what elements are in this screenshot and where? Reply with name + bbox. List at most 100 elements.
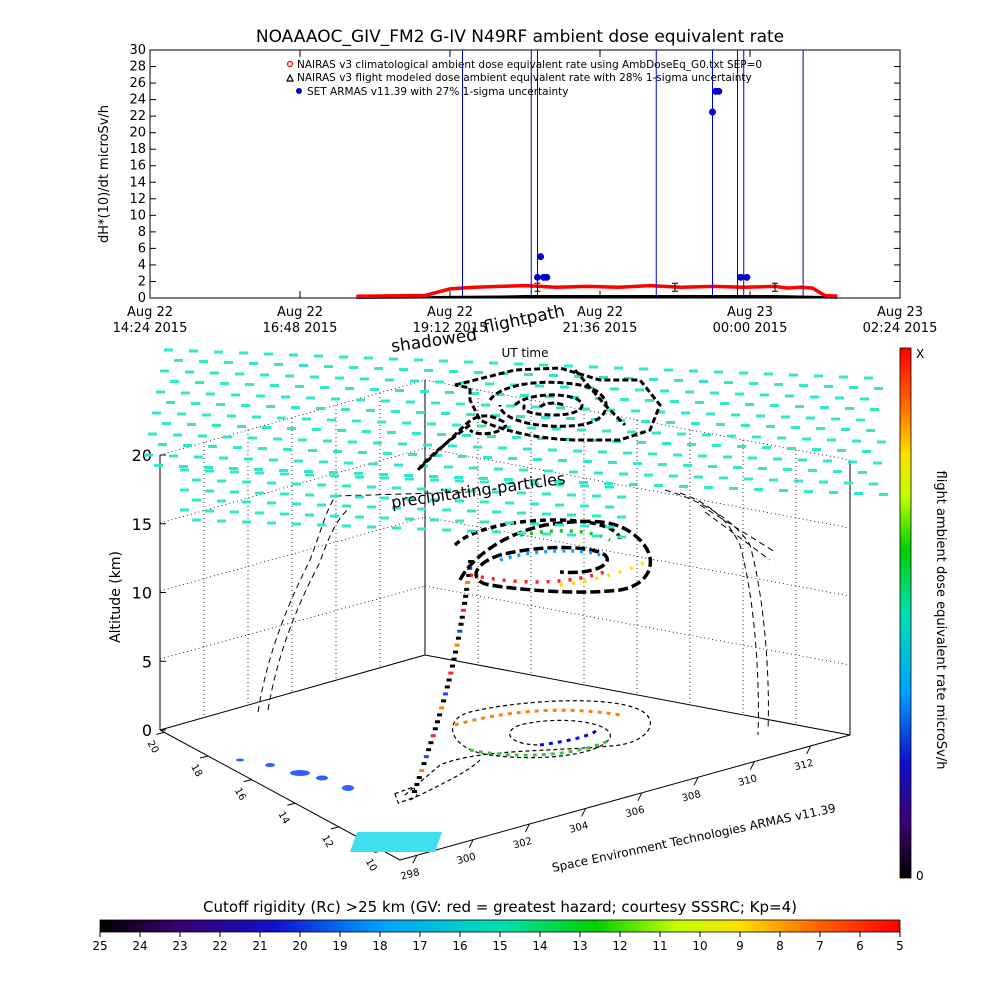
x-tick-label-time: 16:48 2015 [263,321,338,336]
rigidity-tick-label: 16 [452,939,467,953]
climb-point [421,762,427,766]
rigidity-tick-label: 24 [132,939,147,953]
latitude-tick [243,779,252,783]
longitude-tick [693,776,699,786]
rigidity-tick-label: 23 [172,939,187,953]
z-axis-ticks: 0 5 10 15 20 [132,446,166,740]
climb-point [468,560,474,563]
climb-point [441,699,447,703]
ground-track-colored [454,708,621,757]
longitude-tick [806,745,812,755]
climb-point [446,678,452,682]
y-tick-label: 12 [129,192,146,207]
flight-3d-plot: 0 5 10 15 20 Altitude (km) 298 300 302 304 306 30… [108,301,888,883]
longitude-tick [581,808,587,817]
y-tick-label: 2 [138,274,146,289]
y-tick-label: 16 [129,159,146,174]
floor-patch [236,758,244,762]
legend: NAIRAS v3 climatological ambient dose eq… [286,59,762,98]
floor-rigidity-patches [236,758,443,852]
x-tick-label-time: 19:12 2015 [413,321,488,336]
y-tick-label: 22 [129,109,146,124]
climb-point [466,573,472,577]
chart-title: NOAAAOC_GIV_FM2 G-IV N49RF ambient dose … [256,27,784,47]
longitude-tick-label: 304 [568,820,589,836]
label-precipitating-particles: precipitating-particles [390,469,567,512]
rigidity-ticks: 25 24 23 22 21 20 19 18 17 16 15 14 13 12 11 10 9 8 7 6 5 [92,932,904,953]
longitude-tick-label: 300 [456,851,477,867]
colorbar-bottom-label: 0 [916,869,924,883]
z-axis-label: Altitude (km) [108,551,124,643]
longitude-tick [637,792,643,802]
series-line-modeled [356,295,838,299]
rigidity-tick-label: 10 [692,939,707,953]
legend-entry-armas: SET ARMAS v11.39 with 27% 1-sigma uncert… [307,86,569,98]
climb-point [454,643,460,647]
z-tick-label: 0 [142,721,152,740]
climb-point [439,706,445,710]
y-tick-label: 20 [129,126,146,141]
wall-projections [257,489,776,736]
colorbar-label: flight ambient dose equivalent rate micr… [933,471,948,770]
climb-point [430,734,436,738]
y-axis-label: dH*(10)/dt microSv/h [97,105,112,243]
rigidity-tick-label: 8 [776,939,784,953]
x-tick-label-day: Aug 22 [127,305,173,320]
rigidity-tick-label: 18 [372,939,387,953]
latitude-tick [287,802,296,806]
floor-patch [342,785,354,791]
rigidity-tick-label: 13 [572,939,587,953]
y-tick-label: 18 [129,142,146,157]
rigidity-tick-label: 17 [412,939,427,953]
climb-point [457,629,463,633]
legend-marker-modeled [286,73,294,82]
climb-point [460,608,466,612]
legend-marker-climatological [286,60,294,68]
rigidity-tick-label: 22 [212,939,227,953]
climb-point [462,601,468,605]
latitude-ticks: 20 18 16 14 12 10 [145,731,383,874]
climb-point [437,713,443,717]
climb-point [463,594,469,598]
rigidity-tick-label: 15 [492,939,507,953]
rigidity-tick-label: 9 [736,939,744,953]
3d-axes [159,380,851,861]
longitude-tick-label: 306 [625,805,646,821]
rigidity-tick-label: 14 [532,939,547,953]
series-layer [356,50,838,299]
longitude-tick-label: 298 [400,867,421,883]
latitude-tick [156,731,165,735]
latitude-tick-label: 18 [188,762,204,779]
3d-grid [159,379,851,724]
y-tick-label: 10 [129,208,146,223]
y-tick-label: 28 [129,60,146,75]
x-tick-label-time: 14:24 2015 [113,321,188,336]
climb-point [414,783,420,787]
longitude-tick [749,761,755,770]
x-axis-label: UT time [501,346,548,360]
latitude-tick-label: 16 [232,786,248,803]
y-tick-label: 6 [138,241,146,256]
climb-point [459,615,465,619]
rigidity-tick-label: 21 [252,939,267,953]
armas-point [534,273,541,281]
climb-point [464,587,470,591]
rigidity-tick-label: 7 [816,939,824,953]
climb-point [449,664,455,668]
longitude-tick-label: 308 [681,789,702,805]
x-tick-label-time: 00:00 2015 [713,321,788,336]
shadowed-flightpath [416,366,662,471]
armas-point [537,253,545,261]
flightpath-loops [453,518,652,594]
longitude-tick [468,839,474,848]
climb-point [428,741,434,745]
latitude-tick-label: 12 [319,833,335,850]
latitude-tick [330,826,340,830]
rigidity-tick-label: 11 [652,939,667,953]
y-tick-label: 8 [138,225,146,240]
longitude-tick-label: 302 [512,836,533,852]
floor-patch [349,832,443,852]
floor-patch [290,770,310,776]
